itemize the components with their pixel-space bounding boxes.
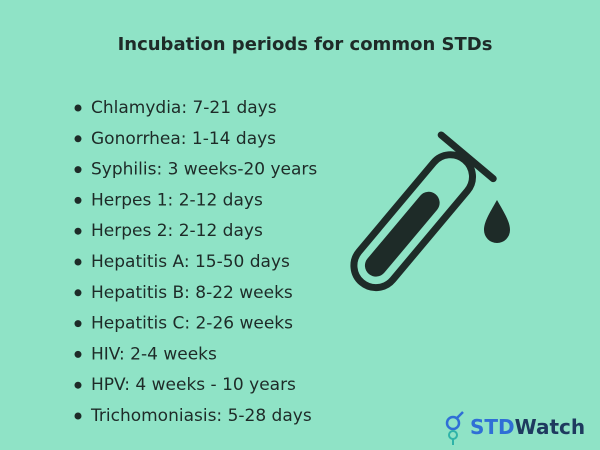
list-item: Syphilis: 3 weeks-20 years — [91, 160, 317, 180]
list-item: Trichomoniasis: 5-28 days — [90, 406, 312, 426]
list-item: Chlamydia: 7-21 days — [91, 98, 277, 118]
drop-icon — [484, 200, 510, 243]
bullet — [74, 166, 82, 174]
title: Incubation periods for common STDs — [118, 34, 493, 55]
test-tube-icon — [350, 131, 497, 292]
list-item: HPV: 4 weeks - 10 years — [91, 375, 296, 395]
rim — [437, 131, 497, 183]
list-item: Herpes 1: 2-12 days — [91, 190, 263, 210]
bullet — [74, 381, 82, 389]
list-item: Hepatitis A: 15-50 days — [91, 252, 290, 272]
list-item: Herpes 2: 2-12 days — [91, 221, 263, 241]
logo-part: Watch — [515, 415, 586, 439]
logo-icon — [445, 411, 464, 445]
liquid — [364, 191, 440, 277]
list-item: HIV: 2-4 weeks — [91, 344, 217, 364]
bullet — [74, 196, 82, 204]
logo: STDWatch — [470, 415, 585, 439]
bullet — [74, 350, 82, 358]
bullet — [74, 289, 82, 297]
bullet — [74, 412, 82, 420]
list-item: Hepatitis C: 2-26 weeks — [91, 314, 293, 334]
list-item: Hepatitis B: 8-22 weeks — [91, 283, 293, 303]
list-item: Gonorrhea: 1-14 days — [91, 129, 276, 149]
bullet — [74, 135, 82, 143]
bullet — [74, 227, 82, 235]
bullet — [74, 104, 82, 112]
logo-part: STD — [470, 415, 515, 439]
bullet — [74, 258, 82, 266]
tube — [350, 151, 476, 292]
bullet — [74, 320, 82, 328]
list: Chlamydia: 7-21 days Gonorrhea: 1-14 days… — [74, 98, 317, 426]
